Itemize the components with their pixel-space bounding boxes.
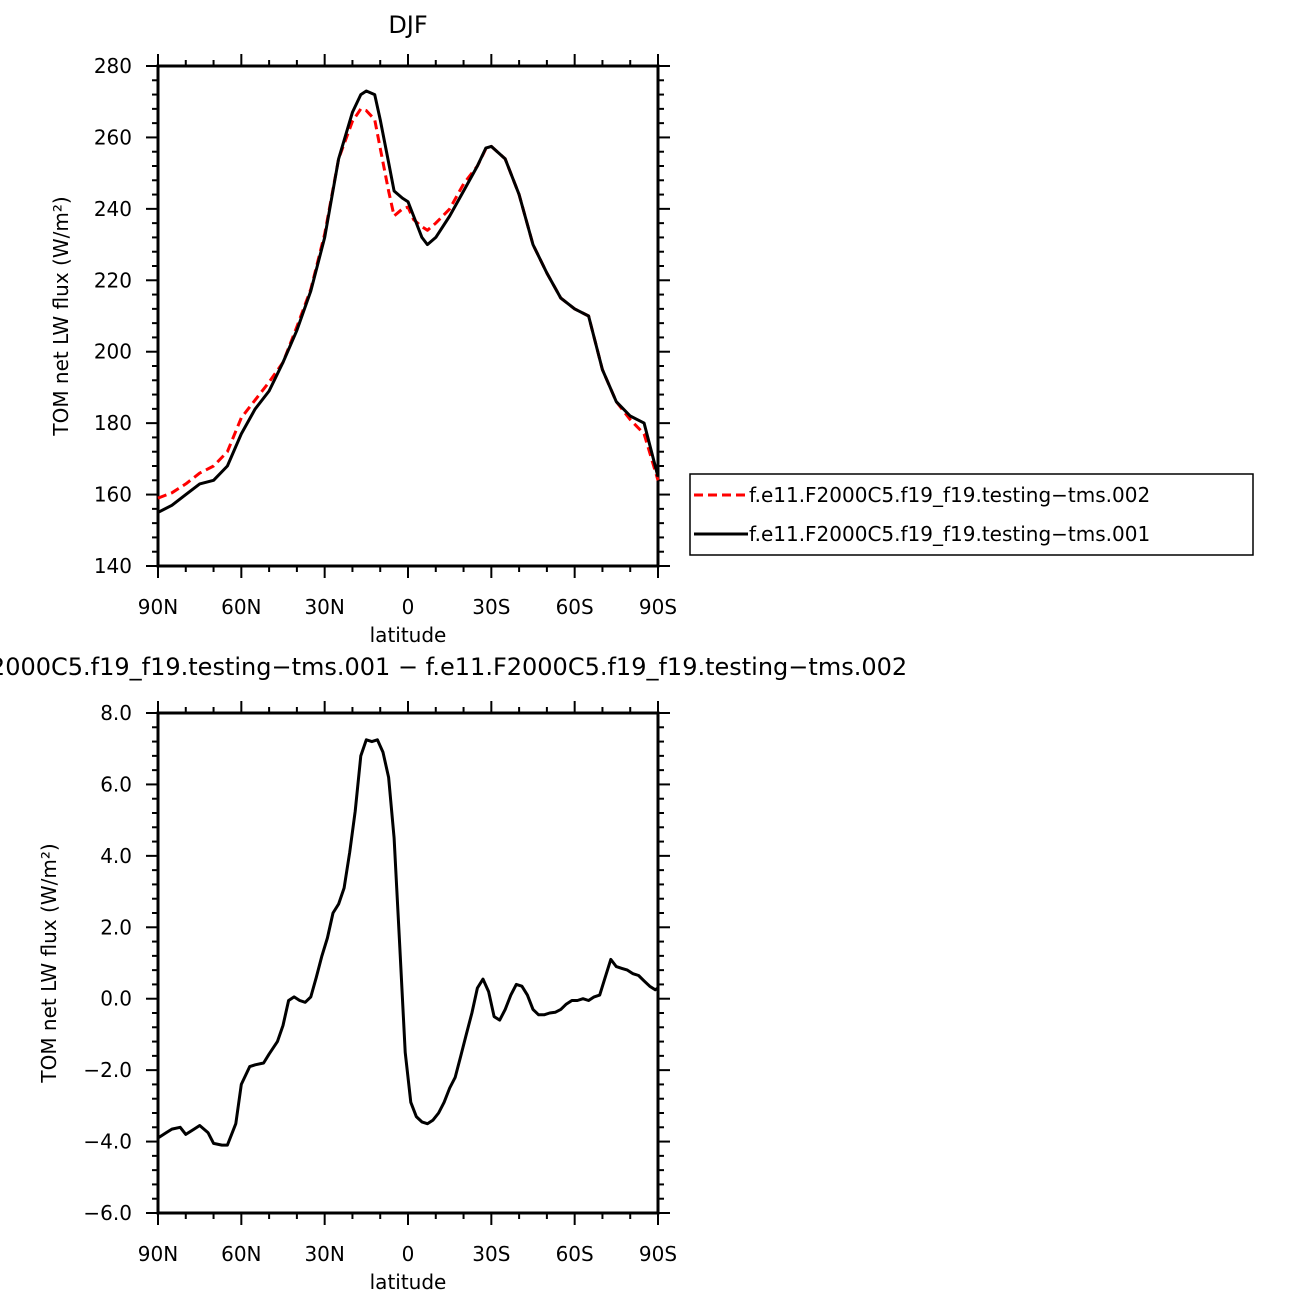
- bottom-x-axis-label: latitude: [370, 1270, 447, 1294]
- bottom-y-tick-label: 0.0: [100, 987, 132, 1011]
- legend: f.e11.F2000C5.f19_f19.testing−tms.002 f.…: [689, 473, 1254, 556]
- top-x-tick-labels: 90N 60N 30N 0 30S 60S 90S: [138, 595, 677, 619]
- top-x-tick-label: 90S: [639, 595, 677, 619]
- bottom-x-tick-label: 60N: [221, 1242, 261, 1266]
- bottom-y-tick-label: −6.0: [83, 1201, 132, 1225]
- top-x-tick-label: 30S: [472, 595, 510, 619]
- bottom-y-tick-label: −2.0: [83, 1058, 132, 1082]
- top-y-tick-label: 240: [94, 197, 132, 221]
- top-y-tick-label: 200: [94, 340, 132, 364]
- bottom-x-tick-label: 90N: [138, 1242, 178, 1266]
- bottom-x-tick-label: 60S: [556, 1242, 594, 1266]
- bottom-ticks: [146, 701, 670, 1225]
- bottom-y-axis-label: TOM net LW flux (W/m²): [37, 843, 61, 1083]
- bottom-y-tick-label: 2.0: [100, 915, 132, 939]
- top-y-tick-label: 260: [94, 125, 132, 149]
- top-x-tick-label: 60S: [556, 595, 594, 619]
- top-series: [157, 89, 660, 514]
- top-y-tick-label: 280: [94, 54, 132, 78]
- top-x-tick-label: 90N: [138, 595, 178, 619]
- bottom-y-tick-label: 8.0: [100, 701, 132, 725]
- top-y-tick-label: 160: [94, 483, 132, 507]
- top-y-tick-labels: 140 160 180 200 220 240 260 280: [94, 54, 132, 578]
- top-y-axis-label: TOM net LW flux (W/m²): [49, 196, 73, 436]
- legend-label-series-001: f.e11.F2000C5.f19_f19.testing−tms.001: [749, 522, 1150, 546]
- top-x-tick-label: 60N: [221, 595, 261, 619]
- bottom-x-tick-labels: 90N 60N 30N 0 30S 60S 90S: [138, 1242, 677, 1266]
- bottom-x-tick-label: 0: [402, 1242, 415, 1266]
- top-x-tick-label: 30N: [304, 595, 344, 619]
- top-series-line-1: [157, 89, 660, 514]
- bottom-series-line-0: [157, 738, 659, 1147]
- bottom-y-tick-label: 6.0: [100, 772, 132, 796]
- top-series-line-0: [157, 107, 660, 500]
- bottom-chart-title: f.e11.F2000C5.f19_f19.testing−tms.001 − …: [0, 653, 907, 681]
- legend-box: [689, 473, 1254, 556]
- legend-label-series-002: f.e11.F2000C5.f19_f19.testing−tms.002: [749, 483, 1150, 507]
- top-plot-frame: [156, 64, 660, 568]
- top-panel: DJF 90N 60N 30N 0 30S 60S 90S 140 160 180 200 220 2…: [49, 11, 677, 647]
- top-y-tick-label: 220: [94, 268, 132, 292]
- bottom-y-tick-label: −4.0: [83, 1130, 132, 1154]
- bottom-y-tick-labels: −6.0 −4.0 −2.0 0.0 2.0 4.0 6.0 8.0: [83, 701, 132, 1225]
- bottom-plot-frame: [156, 711, 660, 1215]
- bottom-series: [157, 738, 659, 1147]
- top-y-tick-label: 140: [94, 554, 132, 578]
- bottom-x-tick-label: 30N: [304, 1242, 344, 1266]
- bottom-x-tick-label: 90S: [639, 1242, 677, 1266]
- top-x-tick-label: 0: [402, 595, 415, 619]
- bottom-panel: f.e11.F2000C5.f19_f19.testing−tms.001 − …: [0, 653, 907, 1294]
- top-ticks: [146, 54, 670, 578]
- top-x-axis-label: latitude: [370, 623, 447, 647]
- top-chart-title: DJF: [388, 11, 427, 39]
- bottom-x-tick-label: 30S: [472, 1242, 510, 1266]
- top-y-tick-label: 180: [94, 411, 132, 435]
- bottom-y-tick-label: 4.0: [100, 844, 132, 868]
